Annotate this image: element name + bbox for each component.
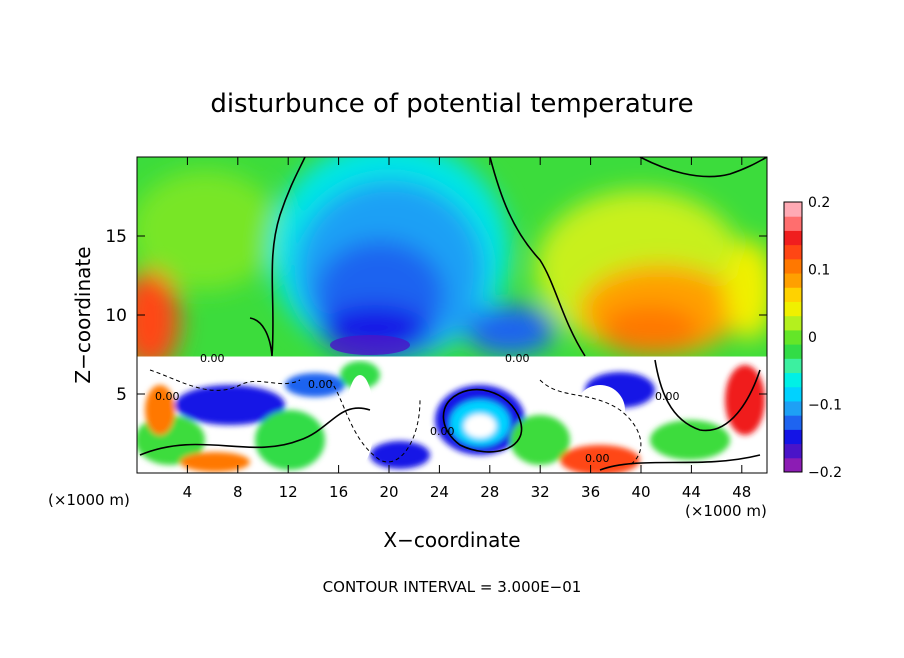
chart-title: disturbunce of potential temperature: [210, 89, 693, 119]
blue-patch-2: [285, 373, 345, 397]
x-unit-left: (×1000 m): [48, 491, 130, 509]
white-core-2: [575, 385, 625, 435]
deep-cold-streak: [330, 335, 410, 355]
contour-interval-note: CONTOUR INTERVAL = 3.000E−01: [323, 578, 582, 596]
contour-label-6: 0.00: [655, 390, 680, 403]
colorbar-swatch: [784, 202, 802, 217]
colorbar-swatch: [784, 301, 802, 317]
yellow-edge-right: [725, 240, 767, 340]
warm-plume-left: [137, 270, 180, 358]
contour-lower-3: [599, 454, 761, 471]
colorbar-swatch: [784, 372, 802, 388]
colorbar-swatch: [784, 443, 802, 459]
contour-dashed-3: [539, 379, 642, 466]
colorbar-swatch: [784, 216, 802, 231]
y-axis: 5 10 15: [105, 227, 767, 405]
colorbar-swatch: [784, 457, 802, 473]
x-tick-label: 40: [631, 483, 650, 501]
x-axis: 4 8 12 16 20 24 28 32 36 40 44 48: [183, 157, 751, 501]
y-axis-label: Z−coordinate: [71, 246, 95, 383]
colorbar-swatch: [784, 386, 802, 402]
contour-left: [249, 157, 306, 357]
colorbar-frame: [783, 201, 803, 473]
y-tick-label: 5: [116, 385, 127, 405]
x-axis-label: X−coordinate: [383, 528, 520, 552]
heatmap-field: 0.00 0.00 0.00 0.00 0.00 0.00 0.00: [137, 157, 767, 473]
colorbar-swatch: [784, 329, 802, 345]
colorbar-swatch: [784, 315, 802, 331]
colorbar-swatch: [784, 258, 802, 274]
colorbar-swatch: [784, 400, 802, 416]
white-core-1: [346, 375, 374, 465]
contour-label-5: 0.00: [505, 352, 530, 365]
contour-lower-2: [442, 388, 523, 453]
contour-label-2: 0.00: [308, 378, 333, 391]
contour-dashed-1: [149, 369, 301, 391]
colorbar-swatch: [784, 344, 802, 359]
colorbar: [784, 202, 802, 473]
warm-patch-3: [725, 365, 765, 435]
contour-right: [489, 157, 586, 357]
x-tick-label: 24: [430, 483, 449, 501]
x-tick-label: 48: [732, 483, 751, 501]
colorbar-swatch: [784, 415, 802, 430]
contour-lower-1: [139, 407, 371, 456]
contour-lines-dashed: [149, 369, 642, 466]
light-green-band-left: [137, 170, 280, 290]
colorbar-label: −0.1: [808, 398, 842, 414]
colorbar-swatch: [784, 429, 802, 445]
x-tick-label: 20: [379, 483, 398, 501]
warm-eye: [464, 414, 496, 438]
blue-patch-1: [175, 385, 285, 425]
cold-patch-right: [465, 305, 555, 355]
contour-lines: [139, 157, 767, 471]
x-tick-label: 4: [183, 483, 193, 501]
contour-label-3: 0.00: [155, 390, 180, 403]
x-tick-label: 32: [531, 483, 550, 501]
warm-patch-2: [560, 445, 640, 473]
upper-field: [137, 157, 767, 358]
x-tick-label: 8: [233, 483, 243, 501]
y-tick-label: 15: [105, 227, 127, 247]
green-patch-2: [255, 410, 325, 470]
contour-label-4: 0.00: [430, 425, 455, 438]
colorbar-swatch: [784, 244, 802, 260]
x-tick-label: 36: [581, 483, 600, 501]
colorbar-labels: 0.2 0.1 0 −0.1 −0.2: [808, 195, 842, 481]
x-tick-label: 44: [682, 483, 701, 501]
colorbar-label: 0.2: [808, 195, 830, 211]
warm-patch-4: [180, 452, 250, 472]
lower-field: [137, 358, 767, 473]
colorbar-swatch: [784, 273, 802, 288]
colorbar-swatch: [784, 358, 802, 374]
contour-lower-4: [654, 359, 761, 432]
contour-top-right: [639, 157, 767, 178]
contour-label-7: 0.00: [585, 452, 610, 465]
y-tick-label: 10: [105, 306, 127, 326]
warm-patch-1: [145, 385, 175, 435]
colorbar-label: 0: [808, 330, 817, 346]
x-unit-right: (×1000 m): [685, 502, 767, 520]
contour-labels: 0.00 0.00 0.00 0.00 0.00 0.00 0.00: [155, 352, 680, 465]
green-patch-3: [510, 415, 570, 465]
contour-label-1: 0.00: [200, 352, 225, 365]
warm-plume-right-core: [600, 305, 700, 355]
colorbar-label: 0.1: [808, 263, 830, 279]
contour-dashed-2: [329, 379, 421, 463]
colorbar-label: −0.2: [808, 465, 842, 481]
x-tick-label: 12: [279, 483, 298, 501]
x-tick-label: 28: [480, 483, 499, 501]
colorbar-swatch: [784, 287, 802, 302]
colorbar-swatch: [784, 230, 802, 246]
x-tick-label: 16: [329, 483, 348, 501]
blue-patch-4: [370, 441, 430, 469]
